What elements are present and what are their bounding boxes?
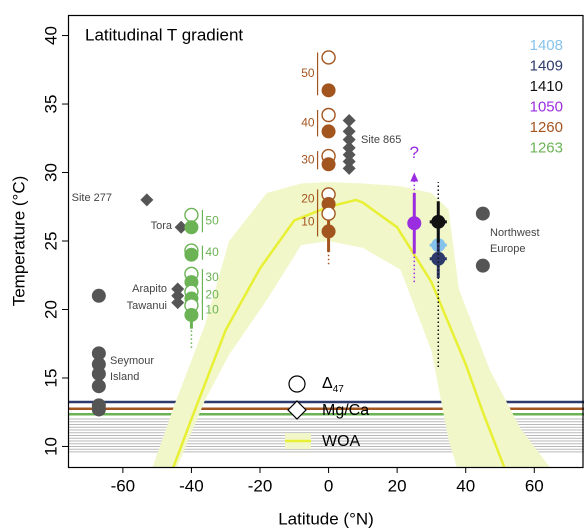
plot-area — [68, 182, 584, 467]
circle-marker — [91, 366, 106, 381]
bracket-label: 50 — [205, 213, 219, 227]
open-circle-marker — [321, 50, 336, 65]
circle-marker — [431, 214, 446, 229]
annotation: Site 865 — [361, 134, 401, 146]
annotation: Tora — [151, 220, 173, 232]
diamond-marker — [342, 161, 356, 175]
legend-label: 1409 — [530, 57, 563, 74]
annotation: Site 277 — [72, 192, 112, 204]
y-tick-label: 10 — [41, 437, 60, 456]
diamond-marker — [342, 155, 356, 169]
circle-marker — [475, 206, 490, 221]
y-tick-label: 20 — [41, 300, 60, 319]
diamond-marker — [171, 289, 185, 303]
y-tick-label: 25 — [41, 232, 60, 251]
annotation: Seymour — [110, 355, 154, 367]
legend-symbol — [288, 375, 306, 393]
annotation: Arapito — [132, 283, 167, 295]
plot-frame — [67, 14, 584, 469]
diamond-marker — [171, 296, 185, 310]
legend-label: 1260 — [530, 119, 563, 136]
bracket-label: 30 — [205, 270, 219, 284]
diamond-marker — [140, 193, 154, 207]
bracket-label: 10 — [301, 215, 315, 229]
legend-symbol-text: Δ — [322, 375, 333, 392]
circle-marker — [91, 288, 106, 303]
x-tick-label: -40 — [179, 476, 204, 495]
circle-marker — [184, 220, 199, 235]
bracket-label: 10 — [205, 302, 219, 316]
chart-title: Latitudinal T gradient — [85, 25, 243, 44]
open-circle-marker — [184, 207, 199, 223]
circle-marker — [475, 258, 490, 273]
y-tick-label: 40 — [41, 26, 60, 45]
bracket-label: 20 — [301, 191, 315, 205]
open-circle-marker — [321, 206, 336, 221]
x-tick-label: 20 — [388, 476, 407, 495]
diamond-marker — [171, 282, 185, 296]
x-tick-label: 40 — [456, 476, 475, 495]
y-axis-label: Temperature (°C) — [9, 176, 28, 307]
circle-marker — [184, 307, 199, 322]
range-arrow — [410, 172, 419, 182]
legend-label: WOA — [322, 433, 361, 450]
annotation: Tawanui — [127, 300, 167, 312]
bracket-label: 20 — [205, 287, 219, 301]
diamond-marker — [342, 124, 356, 138]
legend-subscript: 47 — [333, 384, 345, 395]
x-tick-label: -60 — [111, 476, 136, 495]
bracket-label: 30 — [301, 152, 315, 166]
x-tick-label: 60 — [525, 476, 544, 495]
x-axis-label: Latitude (°N) — [278, 509, 374, 528]
y-tick-label: 30 — [41, 163, 60, 182]
legend-label: Mg/Ca — [322, 402, 369, 419]
woa-envelope — [152, 182, 550, 467]
diamond-marker — [342, 113, 356, 127]
legend-label: 1408 — [530, 37, 563, 54]
bracket-label: 40 — [205, 245, 219, 259]
annotation: Europe — [490, 243, 525, 255]
diamond-marker — [342, 133, 356, 147]
note: ? — [410, 143, 419, 162]
legend-label: Δ47 — [322, 375, 344, 394]
y-tick-label: 15 — [41, 369, 60, 388]
bracket-label: 40 — [301, 115, 315, 129]
diamond-marker — [174, 220, 188, 234]
x-tick-label: -20 — [248, 476, 273, 495]
y-tick-label: 35 — [41, 95, 60, 114]
circle-marker — [321, 83, 336, 98]
circle-marker — [91, 379, 106, 394]
woa-line — [172, 198, 506, 467]
circle-marker — [407, 216, 422, 231]
circle-marker — [321, 124, 336, 139]
bracket-label: 50 — [301, 66, 315, 80]
circle-marker — [321, 224, 336, 239]
open-circle-marker — [321, 107, 336, 123]
legend-label: 1050 — [530, 98, 563, 115]
legend-label: 1263 — [530, 139, 563, 156]
x-tick-label: 0 — [324, 476, 333, 495]
circle-marker — [184, 247, 199, 262]
circle-marker — [91, 402, 106, 417]
annotation: Island — [110, 371, 139, 383]
annotation: Northwest — [490, 227, 540, 239]
diamond-marker — [342, 148, 356, 162]
diamond-marker — [342, 141, 356, 155]
legend-symbol — [287, 400, 307, 420]
legend-label: 1410 — [530, 78, 563, 95]
circle-marker — [321, 157, 336, 172]
